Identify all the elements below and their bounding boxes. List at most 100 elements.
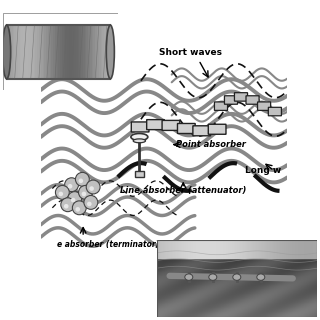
Bar xyxy=(93,25,96,79)
Bar xyxy=(74,25,76,79)
Bar xyxy=(92,25,94,79)
Bar xyxy=(78,25,80,79)
Text: Pelamis wave energy conve: Pelamis wave energy conve xyxy=(162,269,282,278)
Circle shape xyxy=(185,274,193,280)
Circle shape xyxy=(89,186,94,191)
Circle shape xyxy=(71,198,76,203)
Bar xyxy=(6,25,8,79)
Bar xyxy=(30,25,32,79)
Bar xyxy=(16,25,18,79)
Bar xyxy=(37,25,39,79)
Circle shape xyxy=(76,172,89,186)
Ellipse shape xyxy=(106,25,114,79)
Bar xyxy=(58,25,60,79)
Circle shape xyxy=(82,192,86,196)
Bar xyxy=(71,25,73,79)
Bar xyxy=(27,25,29,79)
Bar xyxy=(88,25,90,79)
Ellipse shape xyxy=(131,133,148,140)
FancyBboxPatch shape xyxy=(193,126,211,136)
Circle shape xyxy=(68,192,82,205)
FancyBboxPatch shape xyxy=(246,96,259,104)
Bar xyxy=(64,25,66,79)
Circle shape xyxy=(72,201,86,215)
Circle shape xyxy=(209,274,217,280)
FancyBboxPatch shape xyxy=(268,107,281,116)
Bar xyxy=(46,25,48,79)
Circle shape xyxy=(68,184,72,188)
Bar xyxy=(21,25,23,79)
Circle shape xyxy=(84,196,98,209)
FancyBboxPatch shape xyxy=(178,124,195,133)
Bar xyxy=(23,25,25,79)
Bar xyxy=(108,25,110,79)
Bar xyxy=(72,25,75,79)
Bar xyxy=(14,25,16,79)
Bar xyxy=(65,25,68,79)
FancyBboxPatch shape xyxy=(214,102,228,110)
Circle shape xyxy=(55,186,69,199)
Bar xyxy=(48,25,50,79)
Bar xyxy=(99,25,101,79)
Bar xyxy=(34,25,36,79)
Bar xyxy=(53,25,55,79)
Ellipse shape xyxy=(3,25,11,79)
Bar xyxy=(67,25,69,79)
Text: e absorber (terminator): e absorber (terminator) xyxy=(58,240,160,249)
FancyBboxPatch shape xyxy=(208,124,226,134)
FancyBboxPatch shape xyxy=(135,171,144,177)
Ellipse shape xyxy=(133,139,146,143)
Bar xyxy=(18,25,20,79)
Bar xyxy=(106,25,108,79)
Bar xyxy=(20,25,22,79)
Bar xyxy=(60,25,62,79)
Bar xyxy=(9,25,11,79)
Circle shape xyxy=(65,178,78,192)
Bar xyxy=(79,25,82,79)
Circle shape xyxy=(61,198,75,212)
Bar xyxy=(100,25,103,79)
FancyBboxPatch shape xyxy=(131,122,149,132)
Bar xyxy=(76,25,78,79)
Bar xyxy=(13,25,15,79)
Bar xyxy=(11,25,13,79)
Bar xyxy=(102,25,104,79)
Bar xyxy=(83,25,85,79)
Bar xyxy=(86,25,89,79)
Bar xyxy=(32,25,34,79)
Bar xyxy=(50,25,52,79)
Bar xyxy=(81,25,83,79)
Bar xyxy=(62,25,64,79)
Bar xyxy=(104,25,106,79)
FancyBboxPatch shape xyxy=(224,96,237,104)
Circle shape xyxy=(64,204,68,209)
Circle shape xyxy=(86,180,100,194)
FancyBboxPatch shape xyxy=(162,120,180,131)
Bar xyxy=(69,25,71,79)
Circle shape xyxy=(233,274,241,280)
Bar xyxy=(43,25,44,79)
Circle shape xyxy=(78,186,92,199)
Text: Point absorber: Point absorber xyxy=(176,140,245,149)
Text: Long w: Long w xyxy=(245,166,281,175)
Bar xyxy=(90,25,92,79)
Bar xyxy=(51,25,53,79)
Bar xyxy=(36,25,37,79)
Bar xyxy=(25,25,27,79)
FancyBboxPatch shape xyxy=(147,120,164,130)
Bar xyxy=(97,25,99,79)
Bar xyxy=(7,25,10,79)
Bar xyxy=(57,25,59,79)
Bar xyxy=(95,25,97,79)
Circle shape xyxy=(257,274,265,280)
Bar xyxy=(44,25,46,79)
Bar xyxy=(28,25,30,79)
Bar xyxy=(39,25,41,79)
Text: (nodding) duck: (nodding) duck xyxy=(42,42,108,51)
Bar xyxy=(109,25,111,79)
Circle shape xyxy=(78,179,83,183)
Text: Line absorber (attenuator): Line absorber (attenuator) xyxy=(120,186,246,195)
FancyBboxPatch shape xyxy=(235,93,248,101)
Text: Short waves: Short waves xyxy=(159,48,222,57)
Bar xyxy=(41,25,43,79)
